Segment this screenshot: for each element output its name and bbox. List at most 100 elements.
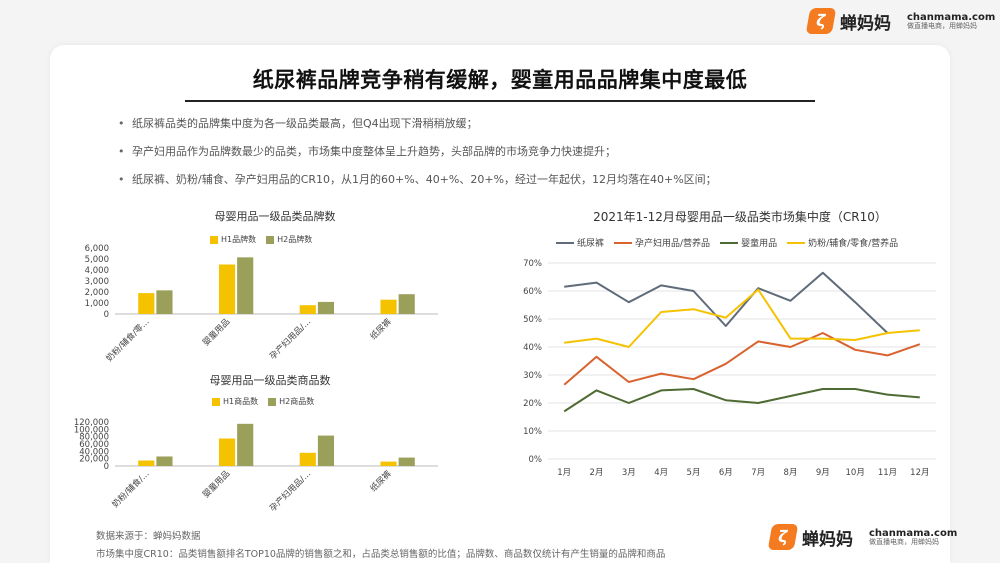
cr10-y-tick-label: 20% (523, 399, 542, 409)
product-count-y-tick-label: 100,000 (74, 425, 109, 435)
product-count-bar-h2 (237, 423, 254, 466)
brand-count-x-tick-label: 纸尿裤 (368, 316, 394, 342)
cr10-y-tick-label: 30% (523, 371, 542, 381)
legend-label: H2品牌数 (277, 235, 313, 244)
product-count-bar-h1 (299, 452, 316, 466)
brand-count-y-tick-label: 6,000 (85, 244, 109, 254)
legend-swatch (266, 235, 275, 244)
brand-domain: chanmama.com (869, 527, 958, 539)
product-count-x-tick-label: 纸尿裤 (368, 468, 394, 494)
legend-item: 奶粉/辅食/零食/营养品 (787, 236, 898, 249)
cr10-x-tick-label: 6月 (719, 468, 733, 478)
product-count-bar-h2 (317, 435, 335, 466)
summary-bullets: 纸尿裤品类的品牌集中度为各一级品类最高，但Q4出现下滑稍稍放缓； 孕产妇用品作为… (118, 114, 898, 198)
brand-site: chanmama.com 做直播电商，用蝉妈妈 (907, 12, 995, 31)
cr10-legend: 纸尿裤 孕产妇用品/营养品 婴童用品 奶粉/辅食/零食/营养品 (556, 236, 908, 249)
cr10-y-tick-label: 70% (523, 259, 542, 269)
product-count-bar-h1 (380, 461, 397, 466)
cr10-x-tick-label: 3月 (622, 468, 636, 478)
cr10-x-tick-label: 1月 (557, 468, 571, 478)
brand-count-bar-h1 (218, 264, 236, 314)
page-title: 纸尿裤品牌竞争稍有缓解，婴童用品品牌集中度最低 (252, 68, 748, 92)
product-count-y-tick-label: 80,000 (79, 433, 109, 443)
product-count-bar-h2 (156, 456, 173, 466)
legend-swatch (212, 397, 220, 406)
brand-count-bar-h1 (380, 299, 397, 314)
legend-item: H1商品数 (212, 396, 258, 407)
legend-swatch (210, 235, 218, 244)
legend-label: 婴童用品 (741, 239, 778, 249)
legend-item: 婴童用品 (720, 236, 777, 249)
cr10-x-tick-label: 5月 (687, 468, 701, 478)
definition-note: 市场集中度CR10：品类销售额排名TOP10品牌的销售额之和，占品类总销售额的比… (96, 549, 666, 560)
product-count-y-tick-label: 60,000 (79, 440, 109, 450)
brand-count-y-tick-label: 2,000 (85, 288, 109, 298)
cr10-x-tick-label: 11月 (878, 468, 897, 478)
cr10-series-line-0 (564, 271, 889, 334)
cr10-y-tick-label: 10% (523, 427, 542, 437)
legend-label: 奶粉/辅食/零食/营养品 (808, 239, 899, 249)
brand-site: chanmama.com 做直播电商，用蝉妈妈 (869, 528, 957, 547)
cr10-series-line-2 (563, 388, 920, 413)
cr10-y-tick-label: 0% (529, 455, 543, 465)
cr10-x-tick-label: 9月 (816, 468, 830, 478)
brand-footer: ζ 蝉妈妈 chanmama.com 做直播电商，用蝉妈妈 (767, 524, 957, 550)
brand-count-bar-h2 (237, 257, 254, 314)
brand-slogan: 做直播电商，用蝉妈妈 (907, 21, 977, 30)
cr10-series-line-1 (563, 332, 921, 386)
brand-count-bar-h1 (299, 305, 316, 314)
product-count-legend: H1商品数 H2商品数 (212, 396, 324, 407)
legend-item: 纸尿裤 (556, 236, 604, 249)
product-count-bar-h2 (398, 457, 415, 466)
data-source-note: 数据来源于：蝉妈妈数据 (96, 531, 201, 542)
title-underline (185, 100, 815, 102)
legend-item: 孕产妇用品/营养品 (614, 236, 710, 249)
legend-label: H2商品数 (279, 397, 315, 406)
legend-item: H2商品数 (268, 396, 314, 407)
bullet-item: 孕产妇用品作为品牌数最少的品类，市场集中度整体呈上升趋势，头部品牌的市场竞争力快… (118, 142, 898, 170)
product-count-y-tick-label: 120,000 (74, 418, 109, 428)
bullet-item: 纸尿裤、奶粉/辅食、孕产妇用品的CR10，从1月的60+%、40+%、20+%，… (118, 170, 898, 198)
product-count-x-tick-label: 婴童用品 (200, 468, 232, 500)
brand-count-y-tick-label: 1,000 (85, 299, 109, 309)
cr10-x-tick-label: 12月 (910, 468, 929, 478)
product-count-x-tick-label: 孕产妇用品/... (267, 468, 313, 514)
brand-count-y-tick-label: 4,000 (85, 266, 109, 276)
legend-item: H2品牌数 (266, 234, 312, 245)
brand-count-x-tick-label: 婴童用品 (200, 316, 232, 348)
bullet-item: 纸尿裤品类的品牌集中度为各一级品类最高，但Q4出现下滑稍稍放缓； (118, 114, 898, 142)
product-count-x-tick-label: 奶粉/辅食/... (110, 468, 152, 510)
brand-header: ζ 蝉妈妈 chanmama.com 做直播电商，用蝉妈妈 (805, 8, 995, 34)
legend-swatch (268, 397, 277, 406)
cr10-series-line-3 (564, 288, 920, 348)
cr10-chart-title: 2021年1-12月母婴用品一级品类市场集中度（CR10） (593, 210, 887, 224)
brand-domain: chanmama.com (907, 11, 996, 23)
legend-swatch (556, 241, 574, 244)
brand-count-y-tick-label: 3,000 (85, 277, 109, 287)
brand-count-y-tick-label: 0 (104, 310, 109, 320)
legend-swatch (720, 241, 739, 244)
legend-swatch (787, 241, 806, 244)
cr10-x-tick-label: 2月 (590, 468, 604, 478)
brand-name: 蝉妈妈 (840, 13, 891, 34)
legend-label: 孕产妇用品/营养品 (635, 239, 711, 249)
brand-count-x-tick-label: 奶粉/辅食/零... (104, 316, 152, 364)
chanmama-logo-icon: ζ (767, 524, 799, 550)
brand-count-y-tick-label: 5,000 (85, 255, 109, 265)
brand-count-chart-title: 母婴用品一级品类品牌数 (214, 210, 336, 223)
product-count-y-tick-label: 0 (104, 462, 109, 472)
brand-slogan: 做直播电商，用蝉妈妈 (869, 537, 939, 546)
brand-count-legend: H1品牌数 H2品牌数 (210, 234, 322, 245)
brand-count-bar-h2 (317, 301, 335, 314)
legend-label: H1品牌数 (221, 235, 257, 244)
legend-item: H1品牌数 (210, 234, 256, 245)
cr10-y-tick-label: 60% (523, 287, 542, 297)
cr10-x-tick-label: 8月 (784, 468, 798, 478)
cr10-x-tick-label: 4月 (654, 468, 668, 478)
legend-label: 纸尿裤 (577, 239, 605, 249)
legend-label: H1商品数 (223, 397, 259, 406)
product-count-y-tick-label: 40,000 (79, 447, 109, 457)
product-count-y-tick-label: 20,000 (79, 455, 109, 465)
legend-swatch (614, 241, 633, 244)
